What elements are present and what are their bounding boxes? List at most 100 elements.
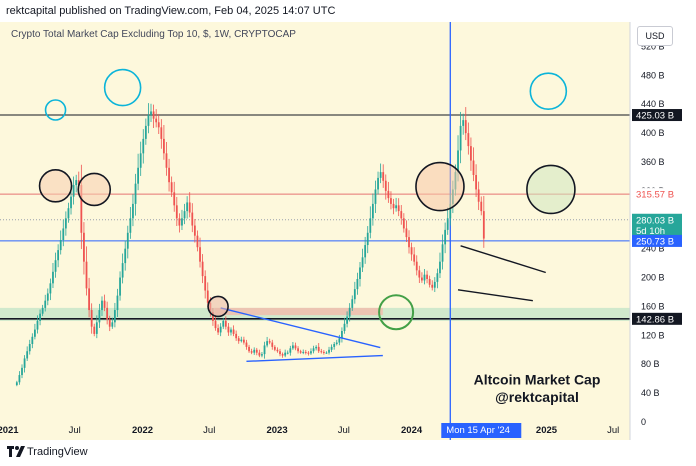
candle[interactable] [196,230,199,252]
candle[interactable] [57,244,60,268]
candle[interactable] [15,380,18,387]
candle[interactable] [284,349,287,358]
candle[interactable] [299,349,302,354]
candle[interactable] [204,270,207,299]
candle[interactable] [364,236,367,264]
candle[interactable] [88,277,90,318]
candle[interactable] [230,327,232,336]
candle[interactable] [52,263,54,288]
candle[interactable] [400,205,403,225]
candle[interactable] [23,355,26,373]
candle[interactable] [235,330,238,341]
candle[interactable] [59,230,62,255]
candle[interactable] [28,339,31,355]
candle[interactable] [477,181,480,210]
candle[interactable] [322,350,325,355]
candle[interactable] [384,174,387,200]
candle[interactable] [39,309,41,326]
resistance-circle-2[interactable] [77,172,112,207]
candle[interactable] [101,296,103,317]
candle[interactable] [351,295,354,311]
resistance-circle-3[interactable] [415,161,465,212]
candle[interactable] [325,351,328,354]
candle[interactable] [124,240,127,271]
candle[interactable] [418,265,421,284]
candle[interactable] [405,220,408,243]
candle[interactable] [312,345,315,354]
candle[interactable] [343,317,346,334]
candle[interactable] [67,202,70,223]
candle[interactable] [255,347,258,356]
support-circle-1[interactable] [207,295,229,318]
candle[interactable] [160,119,163,149]
candle[interactable] [152,104,155,129]
candle[interactable] [472,147,475,182]
candle[interactable] [470,137,472,171]
candle[interactable] [366,226,369,254]
candle[interactable] [320,348,323,354]
candle[interactable] [304,349,307,355]
candle[interactable] [377,171,379,195]
candle[interactable] [142,129,145,164]
resistance-circle-1[interactable] [38,169,73,203]
candle[interactable] [446,207,449,235]
candle[interactable] [441,234,444,270]
candle[interactable] [315,345,318,351]
candle[interactable] [428,275,431,288]
candle[interactable] [54,252,57,278]
candle[interactable] [286,350,289,355]
candle[interactable] [41,304,44,317]
chart-canvas[interactable]: Altcoin Market Cap@rektcapital 040 B80 B… [0,22,696,440]
candle[interactable] [369,206,372,239]
candle[interactable] [281,352,284,358]
candle[interactable] [237,335,240,344]
candle[interactable] [271,339,274,350]
candle[interactable] [31,333,34,349]
candle[interactable] [132,194,134,227]
candle[interactable] [139,141,142,176]
candle[interactable] [219,323,222,337]
candle[interactable] [302,349,305,355]
candle[interactable] [227,322,230,336]
candle[interactable] [346,311,348,328]
candle[interactable] [134,173,137,216]
candle[interactable] [186,196,189,219]
candle[interactable] [72,176,75,205]
peak-circle-2[interactable] [103,68,142,107]
currency-button[interactable]: USD [637,26,673,46]
candle[interactable] [106,301,109,325]
candle[interactable] [263,341,266,359]
footer-brand[interactable]: TradingView [27,446,88,458]
candle[interactable] [34,323,36,340]
candle[interactable] [36,315,39,334]
candle[interactable] [46,288,49,306]
candle[interactable] [423,269,426,285]
candle[interactable] [80,164,83,250]
candle[interactable] [292,342,294,350]
candle[interactable] [410,242,413,261]
candle[interactable] [338,334,341,346]
candle[interactable] [44,294,47,312]
candle[interactable] [402,213,405,233]
candle[interactable] [421,272,423,283]
candle[interactable] [168,158,170,192]
candle[interactable] [297,346,299,354]
candle[interactable] [276,347,279,353]
candle[interactable] [328,346,330,355]
peak-circle-1[interactable] [44,99,67,121]
candle[interactable] [217,324,219,336]
candle[interactable] [395,197,398,212]
candle[interactable] [333,341,336,350]
candle[interactable] [49,278,52,301]
candle[interactable] [382,164,385,188]
wedge-lower-trendline[interactable] [457,289,533,302]
candle[interactable] [361,248,364,272]
candle[interactable] [444,222,447,254]
candle[interactable] [21,364,23,379]
candle[interactable] [129,206,132,239]
candle[interactable] [121,253,124,284]
candle[interactable] [163,125,165,160]
candle[interactable] [248,344,250,353]
support-circle-2[interactable] [378,294,415,331]
candle[interactable] [462,113,465,135]
